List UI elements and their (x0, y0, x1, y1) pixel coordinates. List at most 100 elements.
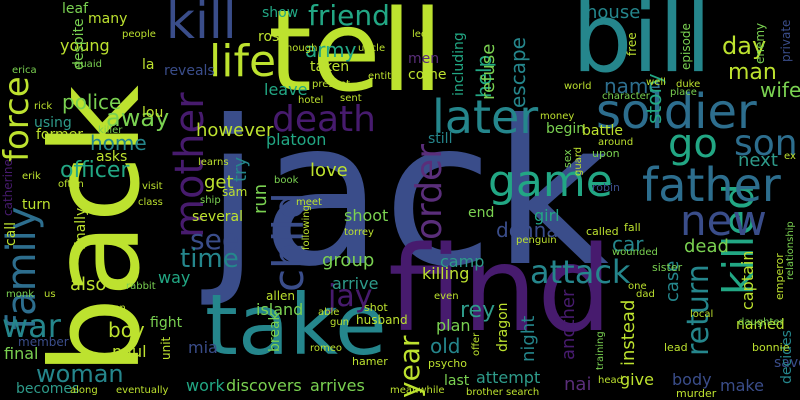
word-led: led (412, 29, 428, 40)
word-take: take (205, 276, 387, 374)
word-refuse: refuse (478, 43, 499, 100)
word-wounded: wounded (612, 247, 658, 258)
word-killing: killing (422, 264, 470, 283)
word-soldier: soldier (596, 84, 757, 140)
word-see: see (190, 223, 240, 256)
word-battle: battle (582, 123, 623, 139)
word-robin: robin (592, 181, 621, 194)
word-way: way (158, 268, 191, 287)
word-however: however (196, 120, 274, 141)
word-last: last (444, 373, 470, 389)
word-training: training (595, 331, 606, 370)
word-sex: sex (561, 149, 574, 168)
word-try: try (230, 156, 251, 182)
word-house: house (586, 2, 641, 23)
word-erik: erik (22, 171, 41, 182)
word-home: home (90, 131, 147, 155)
word-car: car (612, 232, 644, 256)
word-love: love (310, 160, 348, 181)
word-arrive: arrive (332, 274, 379, 293)
word-visit: visit (142, 181, 163, 192)
word-new: new (680, 196, 767, 245)
word-asks: asks (96, 149, 128, 165)
word-search: search (506, 387, 540, 398)
word-many: many (88, 11, 128, 27)
word-jack: jack (205, 78, 609, 311)
word-place: place (670, 87, 697, 98)
word-work: work (186, 376, 225, 395)
word-life: life (209, 36, 277, 87)
word-give: give (620, 370, 654, 389)
word-arrives: arrives (310, 376, 365, 395)
word-wife: wife (760, 78, 800, 102)
word-offer: offer (471, 332, 482, 356)
word-rabbit: rabbit (126, 281, 156, 292)
word-attack: attack (530, 253, 631, 291)
word-private: private (779, 19, 793, 62)
word-free: free (625, 32, 639, 56)
word-camp: camp (440, 252, 485, 271)
word-taken: taken (310, 59, 350, 75)
word-brother: brother (466, 387, 503, 398)
word-using: using (34, 115, 72, 131)
word-ship: ship (200, 195, 221, 206)
word-romeo: romeo (310, 343, 343, 354)
word-often: often (58, 179, 84, 190)
word-jay: jay (328, 279, 373, 314)
word-local: local (690, 309, 714, 320)
word-paul: paul (112, 342, 147, 361)
word-well: well (646, 77, 666, 88)
word-nai: nai (564, 374, 592, 395)
word-run: run (250, 183, 271, 214)
word-leave: leave (264, 80, 308, 99)
word-killer: killer (98, 125, 123, 136)
word-duke: duke (676, 79, 701, 90)
word-attempt: attempt (476, 368, 541, 387)
word-boy: boy (108, 318, 145, 342)
word-police: police (62, 90, 122, 114)
word-member: member (18, 335, 69, 349)
word-also: also (70, 274, 107, 295)
word-hotel: hotel (298, 95, 324, 106)
word-woman: woman (36, 360, 124, 388)
word-donna: donna (496, 218, 559, 242)
word-order: order (409, 144, 450, 240)
word-leaf: leaf (62, 1, 89, 17)
word-instead: instead (618, 299, 639, 366)
word-body: body (672, 370, 712, 389)
word-learns: learns (198, 157, 229, 168)
word-come: come (408, 67, 447, 83)
word-class: class (138, 197, 163, 208)
word-platoon: platoon (266, 130, 327, 149)
word-lou: lou (142, 105, 164, 121)
word-including: including (451, 32, 467, 96)
word-called: called (586, 225, 619, 238)
word-final: final (4, 344, 39, 363)
word-daughter: daughter (738, 317, 784, 328)
word-though: though (282, 43, 318, 54)
word-escape: escape (506, 37, 530, 108)
word-emperor: emperor (773, 253, 786, 300)
word-girl: girl (534, 206, 560, 225)
word-game: game (488, 156, 613, 207)
word-named: named (736, 317, 785, 333)
word-rose: rose (258, 29, 288, 45)
word-dad: dad (636, 289, 655, 300)
word-relationship: relationship (785, 221, 796, 280)
word-away: away (106, 104, 170, 132)
word-find: find (388, 220, 613, 358)
word-plan: plan (436, 316, 471, 335)
word-sister: sister (652, 261, 683, 274)
word-former: former (36, 127, 84, 143)
word-bill: bill (572, 0, 712, 94)
word-another: another (558, 289, 579, 360)
word-torrey: torrey (344, 227, 374, 238)
word-dead: dead (684, 236, 729, 257)
word-discovers: discovers (226, 376, 302, 395)
word-end: end (468, 205, 495, 221)
word-one: one (628, 281, 647, 292)
word-make: make (720, 376, 764, 395)
word-go: go (668, 121, 718, 167)
word-day: day (722, 32, 767, 60)
word-guard: guard (573, 146, 584, 176)
